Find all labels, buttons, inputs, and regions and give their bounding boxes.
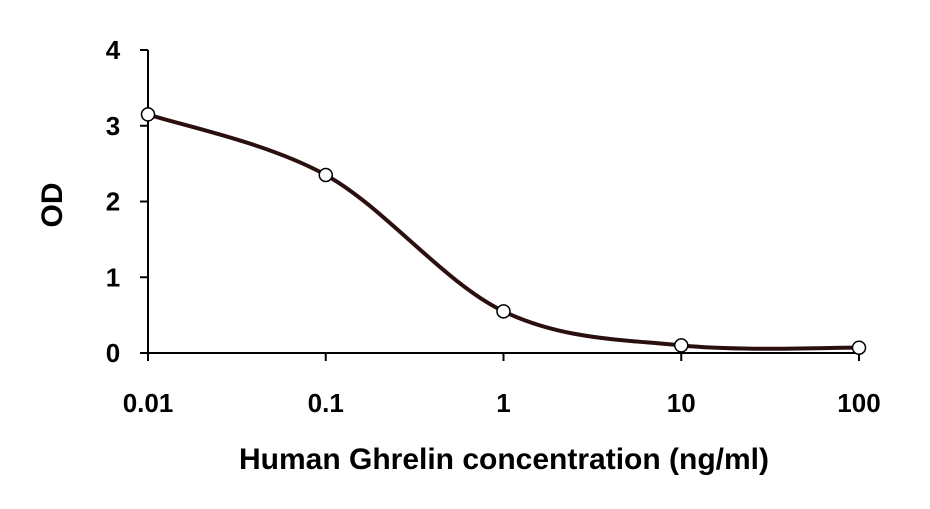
y-tick-label: 4: [106, 35, 121, 65]
y-tick-label: 1: [106, 262, 120, 292]
data-point: [318, 167, 333, 183]
data-point: [674, 338, 689, 353]
x-axis-title: Human Ghrelin concentration (ng/ml): [239, 443, 769, 476]
y-axis-title: OD: [36, 183, 69, 228]
y-tick-label: 2: [106, 187, 120, 217]
x-tick-label: 10: [667, 388, 696, 418]
x-tick-label: 0.1: [308, 388, 344, 418]
y-tick-label: 3: [106, 111, 120, 141]
data-point: [496, 304, 511, 319]
x-tick-label: 1: [496, 388, 510, 418]
x-tick-label: 0.01: [123, 388, 174, 418]
x-tick-label: 100: [837, 388, 880, 418]
data-point: [851, 340, 867, 355]
data-point: [140, 107, 156, 122]
plot-area: 0 1 2 3 4 0.01 0.1 1 10 100: [106, 35, 881, 418]
y-tick-label: 0: [106, 338, 120, 368]
